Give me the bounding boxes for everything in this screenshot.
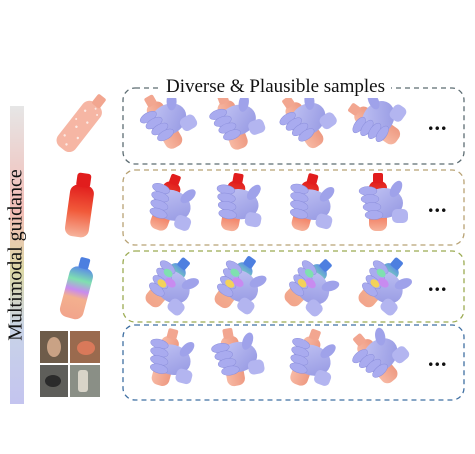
guidance-gradient-bar <box>10 106 24 404</box>
row-box-4 <box>122 324 465 401</box>
grasp-sample-r4-c3 <box>289 328 336 386</box>
grasp-sample-r3-c3 <box>284 259 340 317</box>
grasp-sample-r2-c2 <box>216 172 262 232</box>
grasp-sample-r3-c4 <box>358 257 412 316</box>
reference-photos <box>40 331 100 397</box>
ellipsis-row-2: ... <box>428 192 448 217</box>
grasp-sample-r1-c1 <box>139 92 198 149</box>
grasp-sample-r2-c3 <box>290 173 335 231</box>
ellipsis-row-1: ... <box>428 110 448 135</box>
side-label-text: Multimodal guidance <box>4 169 27 341</box>
grasp-sample-r4-c2 <box>211 327 265 387</box>
grasp-sample-r3-c1 <box>145 257 199 316</box>
row-box-1 <box>122 87 465 165</box>
ellipsis-row-3: ... <box>428 271 448 296</box>
grasp-sample-r2-c1 <box>149 173 196 231</box>
grasp-sample-r4-c4 <box>352 327 410 384</box>
row-box-2 <box>122 169 465 246</box>
grasp-sample-r3-c2 <box>214 256 267 315</box>
grasp-sample-r1-c4 <box>348 92 407 145</box>
grasp-sample-r1-c3 <box>279 91 337 149</box>
part-segmentation-bottle <box>59 257 93 320</box>
row-box-3 <box>122 250 465 323</box>
figure-title: Diverse & Plausible samples <box>160 76 391 98</box>
point-cloud-bottle <box>56 94 106 153</box>
ellipsis-row-4: ... <box>428 346 448 371</box>
grasp-sample-r1-c2 <box>209 92 266 150</box>
contact-map-bottle <box>64 172 94 238</box>
multimodal-guidance-label: Multimodal guidance <box>3 105 29 405</box>
grasp-sample-r2-c4 <box>358 173 408 231</box>
grasp-sample-r4-c1 <box>150 328 195 386</box>
